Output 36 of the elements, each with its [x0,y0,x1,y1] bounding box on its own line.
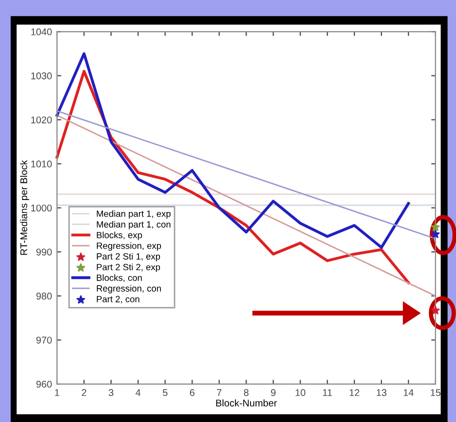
x-tick-label: 2 [82,389,86,396]
y-tick-label: 980 [36,292,52,300]
legend-label: Part 2 Sti 1, exp [96,252,160,262]
x-tick-label: 6 [190,389,194,396]
x-tick-label: 7 [217,389,222,396]
legend-label: Part 2, con [96,296,140,304]
x-tick-label: 5 [162,389,168,396]
legend-label: Regression, con [96,284,161,294]
legend-label: Median part 1, con [96,220,170,230]
y-tick-label: 1030 [31,72,52,80]
x-tick-label: 14 [404,389,414,396]
legend-label: Blocks, exp [96,232,142,240]
y-tick-label: 960 [36,380,52,388]
x-tick-label: 4 [136,389,141,396]
x-tick-label: 13 [376,389,386,396]
y-tick-label: 970 [36,336,52,344]
x-tick-label: 11 [323,389,332,396]
legend-label: Regression, exp [96,242,162,251]
x-tick-label: 1 [55,389,60,396]
x-tick-label: 10 [296,389,306,396]
x-tick-label: 15 [430,389,440,396]
x-axis-title: Block-Number [216,399,277,406]
line-series [56,52,410,249]
x-tick-label: 3 [108,389,114,396]
x-tick-label: 9 [271,389,276,396]
y-tick-label: 1010 [31,160,52,168]
x-tick-label: 8 [244,389,249,396]
y-axis-title: RT-Medians per Block [20,160,30,255]
y-tick-label: 1040 [31,28,52,36]
y-tick-label: 990 [36,248,52,256]
legend-label: Blocks, con [96,274,142,282]
legend-label: Median part 1, exp [96,210,171,219]
y-tick-label: 1020 [31,116,52,124]
y-tick-label: 1000 [31,204,52,212]
legend-label: Part 2 Sti 2, exp [96,264,160,272]
x-tick-label: 12 [350,389,360,396]
